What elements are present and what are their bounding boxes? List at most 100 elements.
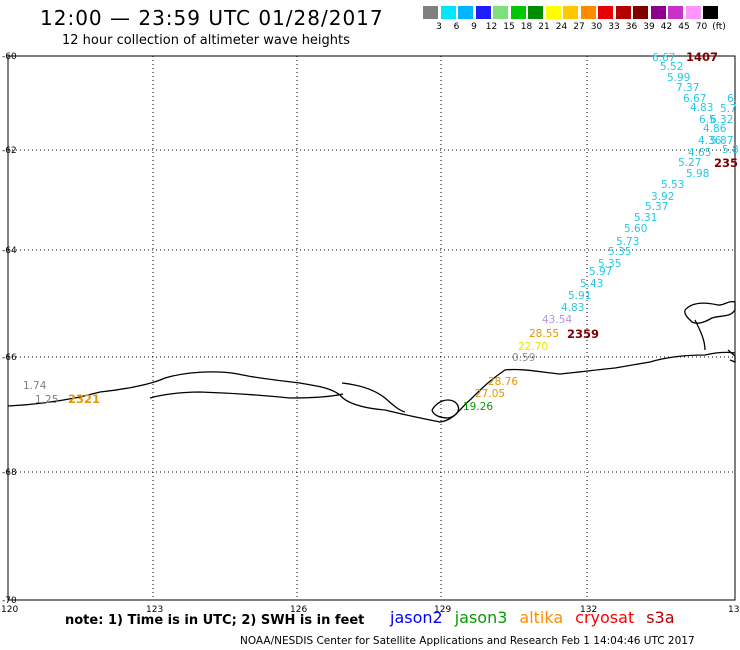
latitude-label: -60 [2,52,17,62]
latitude-label: -66 [2,353,17,363]
wave-height-value: 6.67 [652,52,675,64]
satellite-jason3: jason3 [454,608,508,627]
longitude-label: 129 [434,605,451,615]
legend-label: (ft) [712,22,726,32]
wave-height-value: 22.70 [518,341,548,353]
legend-swatch [458,6,473,19]
wave-height-value: 5.99 [667,72,690,84]
wave-height-value: 5.35 [598,258,621,270]
wave-height-value: 28.55 [529,328,559,340]
legend-label: 9 [471,22,477,32]
coastline-main [7,351,736,423]
wave-height-value: 5.8 [722,144,739,156]
pass-time-label: 2359 [567,327,599,341]
wave-height-value: 6.32 [710,114,733,126]
legend-label: 45 [678,22,690,32]
wave-height-value: 5.27 [678,157,701,169]
legend-swatch [685,6,701,19]
wave-height-value: 5.53 [661,179,684,191]
latitude-label: -70 [2,596,17,606]
coastline-east [694,319,706,351]
longitude-label: 123 [146,605,163,615]
legend-label: 42 [660,22,673,32]
legend-label: 18 [520,22,533,32]
pass-time-label: 1407 [686,50,718,64]
wave-height-value: 27.05 [475,388,505,400]
legend-label: 70 [695,22,708,32]
legend-swatch [650,6,666,19]
legend-swatch [633,6,648,19]
footer-note: note: 1) Time is in UTC; 2) SWH is in fe… [65,613,365,628]
wave-height-value: 4.65 [688,147,711,159]
credit-line: NOAA/NESDIS Center for Satellite Applica… [240,635,695,647]
legend-label: 3 [436,22,442,32]
coastline-tip [727,349,736,363]
legend-swatch [475,6,491,19]
pass-time-label: 235 [714,156,738,170]
wave-height-value: 5.35 [608,246,631,258]
legend-label: 15 [503,22,515,32]
latitude-label: -64 [2,246,17,256]
wave-height-value: 5.60 [624,223,647,235]
wave-height-value: 4.36 [698,135,722,147]
wave-height-value: 19.26 [463,401,493,413]
longitude-label: 132 [580,605,597,615]
wave-height-value: 43.54 [542,314,572,326]
legend-label: 33 [608,22,620,32]
legend-swatch [545,6,561,19]
satellite-legend: jason2 jason3 altika cryosat s3a [390,608,687,627]
coastline-island [341,382,406,413]
longitude-label: 135 [728,605,740,615]
wave-height-value: 5.37 [645,201,668,213]
coastline-bay [431,399,460,419]
legend-label: 27 [573,22,585,32]
longitude-label: 126 [290,605,307,615]
legend-swatch [440,6,456,19]
latitude-label: -68 [2,468,17,478]
legend-swatch [510,6,526,19]
wave-height-value: 7.37 [676,82,699,94]
legend-swatch [528,6,543,19]
legend-label: 36 [625,22,638,32]
wave-height-value: 1.25 [35,394,58,406]
longitude-label: 120 [1,605,18,615]
wave-height-value: 3.92 [651,191,674,203]
page-subtitle: 12 hour collection of altimeter wave hei… [62,33,350,48]
legend-label: 6 [453,22,460,32]
legend-swatch [598,6,613,19]
wave-height-value: 5.98 [686,168,709,180]
wave-height-value: 4.83 [561,302,584,314]
wave-height-value: 1.74 [23,380,47,392]
legend-label: 21 [538,22,550,32]
pass-time-label: 2321 [68,392,100,406]
wave-height-value: 5.73 [616,236,639,248]
wave-height-value: 5.91 [568,290,591,302]
wave-height-value: 5.97 [589,266,612,278]
wave-height-value: 6.67 [683,93,706,105]
wave-height-value: 5.7 [720,103,737,115]
wave-height-value: 5.31 [634,212,657,224]
satellite-jason2: jason2 [390,608,443,627]
coastline-inlet [149,391,344,399]
page-title: 12:00 — 23:59 UTC 01/28/2017 [40,6,384,30]
wave-height-value: 4.86 [703,123,727,135]
latitude-label: -62 [2,146,17,156]
wave-height-labels: 6.675.525.997.376.674.836.56.324.864.365… [23,50,739,413]
wave-height-value: 6.5 [699,114,716,126]
legend-swatch [703,6,718,19]
map-frame [7,55,736,601]
wave-height-value: 4.83 [690,102,713,114]
legend-label: 12 [485,22,498,32]
satellite-cryosat: cryosat [575,608,635,627]
satellite-s3a: s3a [646,608,675,627]
legend-label: 30 [590,22,603,32]
legend-label: 39 [643,22,655,32]
wave-height-value: 5.43 [580,278,603,290]
legend-swatch [563,6,578,19]
legend-swatch [493,6,508,19]
legend-swatch [580,6,596,19]
wave-height-value: 0.59 [512,352,535,364]
antarctic-coastline [7,300,736,423]
wave-height-value: 6. [727,93,737,105]
